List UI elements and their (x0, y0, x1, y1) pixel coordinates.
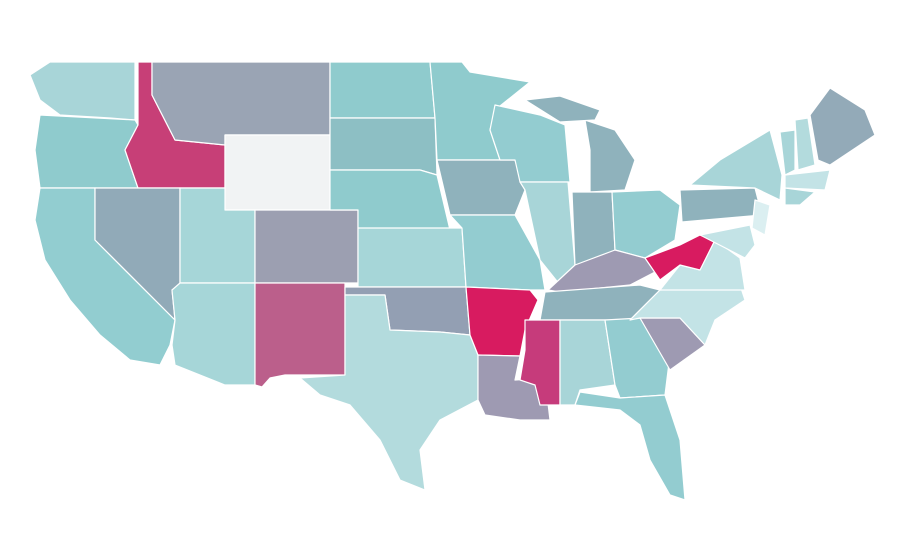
state (524, 95, 601, 123)
state (254, 282, 346, 388)
state (357, 227, 467, 288)
state (29, 61, 136, 121)
state (224, 134, 331, 211)
state (689, 129, 783, 201)
state (254, 209, 359, 284)
state (699, 224, 756, 259)
state (436, 159, 526, 216)
state (611, 189, 681, 259)
state (329, 61, 436, 119)
state (809, 87, 876, 166)
state (784, 169, 831, 191)
state (34, 114, 139, 189)
state (477, 354, 551, 421)
state (299, 294, 479, 491)
state (574, 391, 686, 501)
state (449, 214, 546, 291)
state (644, 234, 716, 281)
state (779, 129, 796, 176)
state (329, 117, 438, 176)
state (679, 187, 763, 223)
state (751, 199, 771, 236)
state (584, 119, 636, 193)
state (465, 286, 539, 357)
state (171, 282, 256, 386)
state (151, 61, 331, 146)
state (784, 187, 816, 206)
state (794, 117, 816, 171)
